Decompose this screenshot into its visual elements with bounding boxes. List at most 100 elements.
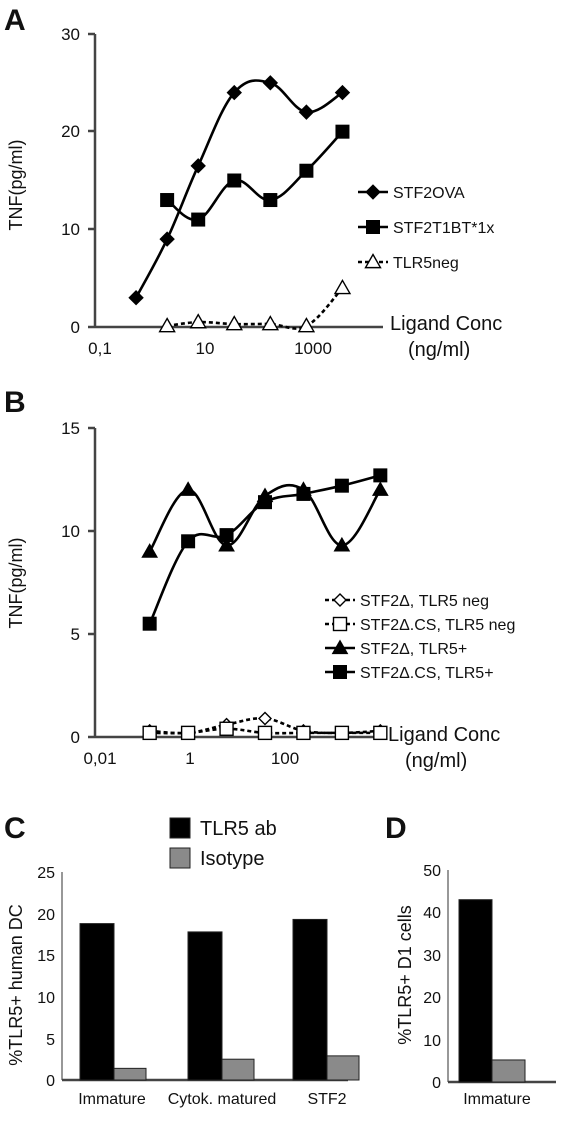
panel-d-y-tick-label: 30 — [423, 948, 441, 965]
panel-a: A TNF(pg/ml) 0 10 20 30 0,1 10 1000 Liga… — [4, 4, 502, 361]
panel-a-y-tick-label: 30 — [61, 25, 80, 44]
legend-label: STF2Δ, TLR5 neg — [360, 593, 489, 610]
panel-d-y-tick-label: 0 — [432, 1075, 441, 1092]
data-point — [371, 481, 389, 496]
panel-b-x-tick-label: 100 — [271, 749, 299, 768]
x-tick-label: Immature — [78, 1091, 146, 1108]
legend-swatch — [169, 847, 191, 869]
bar — [187, 931, 223, 1081]
data-point — [179, 481, 197, 496]
data-point — [191, 212, 206, 227]
data-point — [334, 84, 351, 101]
panel-c-legend: TLR5 ab Isotype — [169, 817, 277, 870]
data-point — [373, 725, 388, 741]
bar — [113, 1067, 147, 1081]
data-point — [261, 315, 280, 331]
panel-b-x-axis-label-line1: Ligand Conc — [388, 724, 500, 746]
panel-d-letter: D — [385, 812, 407, 845]
panel-c-y-axis-label: %TLR5+ human DC — [6, 904, 26, 1066]
data-point — [128, 289, 144, 306]
data-point — [141, 543, 159, 558]
panel-c-y-tick-label: 15 — [37, 948, 55, 965]
panel-b-legend: STF2Δ, TLR5 neg STF2Δ.CS, TLR5 neg STF2Δ, … — [325, 593, 515, 682]
data-point — [158, 317, 176, 333]
panel-b: B TNF(pg/ml) 0 5 10 15 0,01 1 100 Ligand… — [4, 386, 515, 772]
panel-a-legend: STF2OVA STF2T1BT*1x TLR5neg — [358, 184, 494, 272]
data-point — [180, 725, 196, 741]
panel-a-y-axis-label: TNF(pg/ml) — [6, 140, 26, 231]
data-point — [258, 711, 272, 726]
panel-b-x-tick-label: 1 — [185, 749, 194, 768]
panel-d-y-tick-label: 10 — [423, 1033, 441, 1050]
panel-b-x-tick-label: 0,01 — [83, 749, 116, 768]
data-point — [299, 163, 314, 178]
data-point — [227, 173, 242, 188]
data-point — [298, 104, 315, 120]
data-point — [219, 528, 234, 543]
panel-c-letter: C — [4, 812, 26, 845]
panel-b-y-tick-label: 10 — [61, 522, 80, 541]
legend-marker — [331, 639, 349, 655]
panel-d-plot-area: Immature — [458, 899, 531, 1108]
legend-label: STF2Δ.CS, TLR5+ — [360, 665, 494, 682]
panel-b-y-axis-label: TNF(pg/ml) — [6, 538, 26, 629]
data-point — [297, 317, 316, 333]
data-point — [160, 193, 175, 208]
data-point — [334, 725, 350, 741]
legend-marker — [366, 220, 380, 234]
panel-c-y-tick-label: 0 — [46, 1073, 55, 1090]
bar — [326, 1055, 360, 1081]
panel-c: C %TLR5+ human DC 0 5 10 15 20 25 Immatu… — [4, 812, 360, 1108]
data-point — [334, 478, 349, 493]
data-point — [373, 468, 388, 483]
panel-b-plot-area — [141, 468, 389, 741]
data-point — [258, 495, 272, 510]
data-point — [296, 486, 311, 501]
data-point — [335, 124, 350, 139]
legend-label: Isotype — [200, 848, 264, 870]
data-point — [189, 313, 207, 329]
panel-a-x-tick-label: 1000 — [294, 339, 332, 358]
legend-swatch — [169, 817, 191, 839]
legend-label: STF2T1BT*1x — [393, 220, 494, 237]
panel-c-y-tick-label: 20 — [37, 907, 55, 924]
legend-marker — [364, 253, 382, 269]
data-point — [333, 536, 351, 552]
panel-b-y-tick-label: 15 — [61, 419, 80, 438]
panel-a-x-axis-label-line2: (ng/ml) — [408, 339, 470, 361]
panel-c-y-tick-label: 25 — [37, 865, 55, 882]
panel-d-y-tick-label: 40 — [423, 905, 441, 922]
panel-a-x-axis-label-line1: Ligand Conc — [390, 313, 502, 335]
panel-a-y-tick-label: 20 — [61, 122, 80, 141]
data-point — [142, 725, 157, 741]
x-tick-label: Cytok. matured — [168, 1091, 276, 1108]
bar — [458, 899, 493, 1083]
legend-label: TLR5neg — [393, 255, 459, 272]
data-point — [218, 536, 235, 552]
panel-d: D %TLR5+ D1 cells 0 10 20 30 40 50 Immat… — [385, 812, 556, 1108]
data-point — [159, 231, 175, 247]
data-point — [142, 616, 157, 631]
panel-c-plot-area: Immature Cytok. matured STF2 — [78, 918, 360, 1108]
data-point — [263, 193, 278, 208]
legend-marker — [333, 593, 347, 607]
bar — [79, 923, 115, 1081]
panel-a-x-tick-label: 0,1 — [88, 339, 112, 358]
panel-a-letter: A — [4, 4, 26, 37]
x-tick-label: Immature — [463, 1091, 531, 1108]
data-point — [262, 75, 279, 91]
legend-marker — [333, 665, 347, 679]
legend-marker — [365, 184, 381, 200]
data-point — [219, 721, 234, 736]
legend-marker — [332, 616, 348, 632]
panel-a-y-tick-label: 10 — [61, 220, 80, 239]
panel-d-y-tick-label: 50 — [423, 863, 441, 880]
bar — [491, 1059, 526, 1083]
panel-b-y-tick-label: 5 — [71, 625, 80, 644]
data-point — [333, 279, 352, 295]
data-point — [226, 84, 242, 101]
data-point — [296, 725, 311, 741]
panel-a-x-tick-label: 10 — [196, 339, 215, 358]
bar — [292, 918, 328, 1081]
